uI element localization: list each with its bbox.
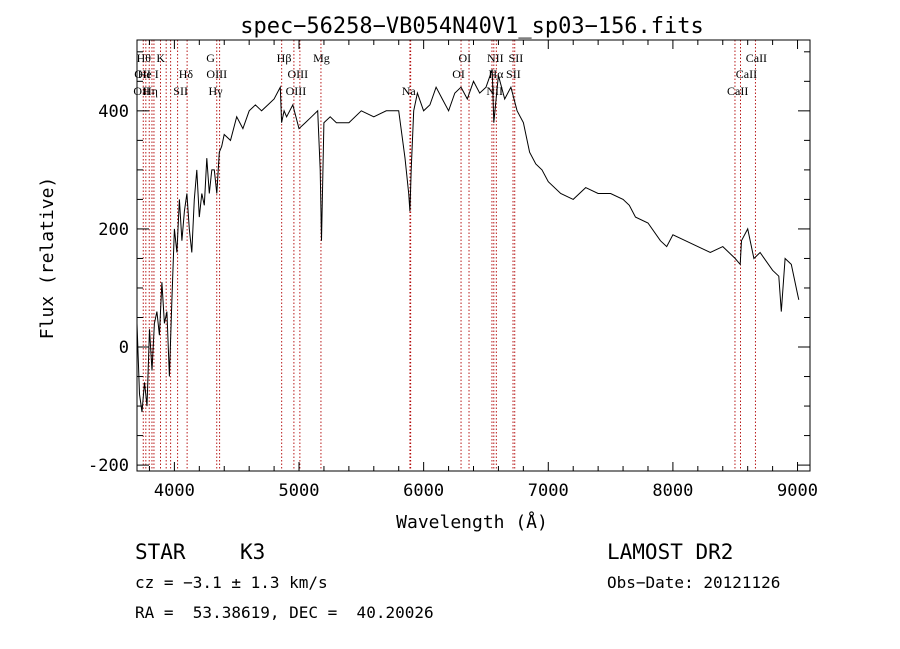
line-id-label: G <box>206 51 215 65</box>
y-tick-label: 0 <box>119 338 129 358</box>
y-axis-ticks: -200 0 200 400 <box>88 51 810 476</box>
line-id-label: Hβ <box>277 51 292 65</box>
line-id-label: K <box>156 51 165 65</box>
x-axis-label: Wavelength (Å) <box>396 511 548 533</box>
observation-date: Obs−Date: 20121126 <box>607 573 781 592</box>
plot-frame <box>136 39 811 472</box>
line-id-label: CaII <box>746 51 767 65</box>
x-tick-label: 9000 <box>777 481 818 501</box>
x-tick-label: 5000 <box>279 481 320 501</box>
line-id-label: OI <box>458 51 471 65</box>
y-tick-label: 200 <box>98 220 129 240</box>
line-id-label: OII <box>134 67 151 81</box>
line-id-label: Hη <box>143 84 158 98</box>
line-id-label: CaII <box>727 84 748 98</box>
line-id-label: SII <box>506 67 521 81</box>
x-tick-label: 7000 <box>528 481 569 501</box>
line-id-label: Hγ <box>209 84 224 98</box>
y-tick-label: -200 <box>88 456 129 476</box>
line-id-label: NII <box>487 51 504 65</box>
line-id-label: Mg <box>313 51 330 65</box>
x-tick-label: 8000 <box>652 481 693 501</box>
line-id-label: OIII <box>286 84 307 98</box>
line-id-label: OII <box>133 84 150 98</box>
object-subclass: K3 <box>240 540 266 564</box>
object-class: STAR <box>135 540 186 564</box>
line-id-label: He I <box>138 67 159 81</box>
line-id-label: OIII <box>206 67 227 81</box>
line-id-label: SII <box>173 84 188 98</box>
line-id-label: OI <box>452 67 465 81</box>
x-axis-ticks: 4000 5000 6000 7000 8000 9000 <box>148 40 818 501</box>
y-axis-label: Flux (relative) <box>37 177 58 340</box>
spectrum-line <box>136 69 800 413</box>
x-tick-label: 4000 <box>154 481 195 501</box>
redshift-cz: cz = −3.1 ± 1.3 km/s <box>135 573 328 592</box>
line-id-label: Hδ <box>179 67 194 81</box>
y-tick-label: 400 <box>98 102 129 122</box>
line-id-label: Hθ <box>137 51 152 65</box>
chart-title: spec−56258−VB054N40V1_sp03−156.fits <box>240 14 704 39</box>
line-id-markers <box>142 40 756 471</box>
line-id-label: CaII <box>736 67 757 81</box>
x-tick-label: 6000 <box>403 481 444 501</box>
line-id-label: NII <box>486 84 503 98</box>
survey-name: LAMOST DR2 <box>607 540 734 564</box>
line-id-label: OIII <box>287 67 308 81</box>
line-id-label: SII <box>509 51 524 65</box>
coordinates: RA = 53.38619, DEC = 40.20026 <box>135 603 434 622</box>
line-id-label: Na <box>402 84 417 98</box>
